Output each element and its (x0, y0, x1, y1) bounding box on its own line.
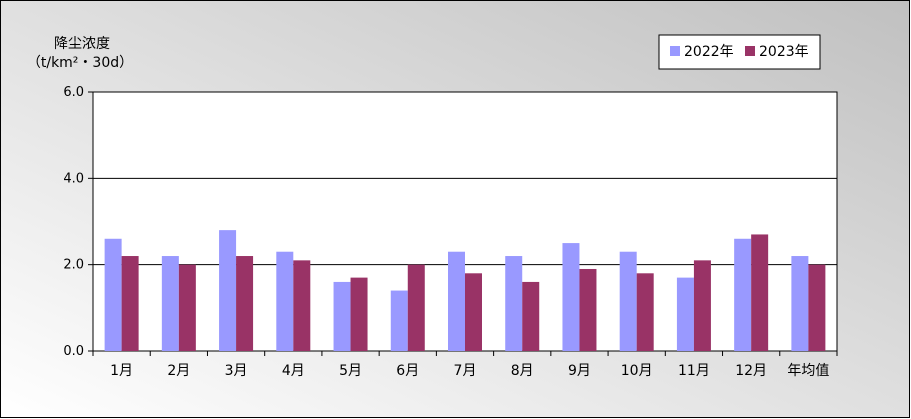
legend-swatch-2022 (670, 46, 680, 56)
y-tick-label: 6.0 (63, 85, 84, 100)
x-tick-label: 9月 (568, 363, 591, 379)
x-tick-label: 2月 (167, 363, 190, 379)
bar-2023年-8月 (522, 281, 540, 351)
x-tick-label: 8月 (511, 363, 534, 379)
bar-2022年-9月 (562, 243, 580, 351)
bars (104, 230, 826, 351)
bar-2022年-2月 (161, 256, 179, 351)
legend: 2022年 2023年 (658, 34, 821, 70)
x-tick-label: 4月 (282, 363, 305, 379)
y-axis-title: 降尘浓度 (54, 36, 110, 52)
x-tick-label: 5月 (339, 363, 362, 379)
bar-2023年-1月 (121, 256, 139, 351)
bar-2023年-4月 (293, 260, 311, 351)
legend-swatch-2023 (745, 46, 755, 56)
x-tick-label: 1月 (110, 363, 133, 379)
y-axis-unit: （t/km²・30d） (27, 55, 133, 71)
bar-2022年-年均值 (791, 256, 809, 351)
x-tick-label: 6月 (396, 363, 419, 379)
bar-2022年-3月 (219, 230, 237, 351)
y-tick-label: 0.0 (63, 344, 84, 359)
bar-2022年-7月 (448, 251, 465, 351)
bar-2022年-4月 (276, 251, 294, 351)
bar-2022年-11月 (676, 277, 694, 351)
axes: 0.0 2.0 4.0 6.0 1月 2月 3月 4月 5月 6月 7月 8月 9月 10月 11月 12月 年… (63, 85, 838, 379)
x-tick-label: 7月 (454, 363, 477, 379)
y-tick-label: 4.0 (63, 171, 84, 186)
x-tick-label: 12月 (735, 363, 767, 379)
bar-2023年-6月 (407, 264, 425, 351)
legend-label-2022: 2022年 (684, 44, 734, 60)
y-tick-label: 2.0 (63, 258, 84, 273)
x-tick-label: 年均值 (787, 363, 829, 379)
x-tick-label: 11月 (678, 363, 710, 379)
bar-2023年-11月 (693, 260, 711, 351)
legend-label-2023: 2023年 (759, 44, 809, 60)
bar-2022年-8月 (505, 256, 523, 351)
bar-2023年-12月 (751, 234, 769, 351)
bar-2022年-5月 (333, 281, 351, 351)
bar-2022年-6月 (390, 290, 408, 351)
x-tick-label: 3月 (225, 363, 248, 379)
bar-2022年-10月 (619, 251, 637, 351)
x-tick-label: 10月 (621, 363, 653, 379)
bar-2023年-9月 (579, 268, 597, 351)
bar-2022年-12月 (734, 238, 752, 351)
bar-2022年-1月 (104, 238, 122, 351)
bar-2023年-3月 (236, 256, 254, 351)
bar-2023年-年均值 (808, 264, 826, 351)
bar-2023年-5月 (350, 277, 368, 351)
bar-2023年-2月 (178, 264, 196, 351)
bar-2023年-10月 (636, 273, 654, 351)
bar-2023年-7月 (465, 273, 482, 351)
legend-box (658, 34, 821, 70)
